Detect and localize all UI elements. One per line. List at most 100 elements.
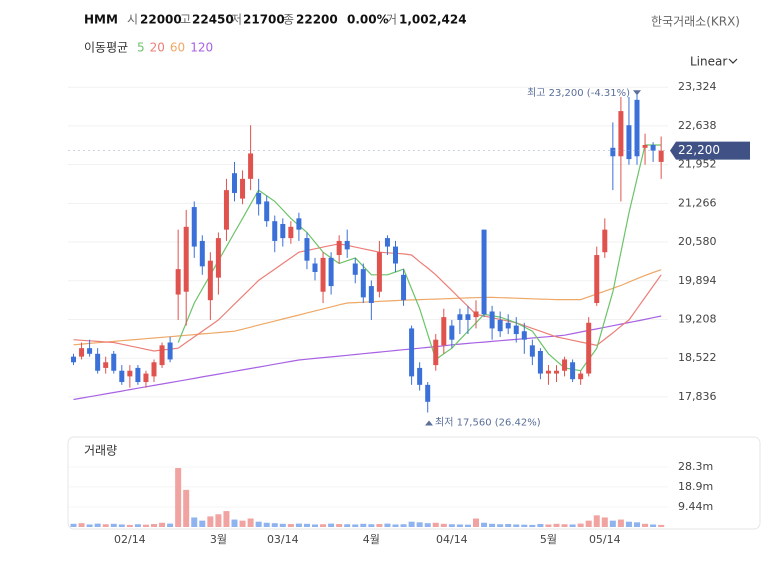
legend-entry: 120 bbox=[190, 41, 213, 55]
candle-body bbox=[441, 317, 447, 346]
legend-entry: 5 bbox=[137, 41, 145, 55]
ma-title: 이동평균 bbox=[84, 41, 128, 55]
volume-bar bbox=[424, 523, 431, 527]
volume-bar bbox=[78, 523, 85, 527]
legend-entry: 60 bbox=[170, 41, 185, 55]
candle-body bbox=[344, 240, 350, 250]
volume-tick-label: 18.9m bbox=[678, 480, 713, 493]
candle-body bbox=[465, 314, 471, 320]
candle-body bbox=[554, 370, 559, 374]
candle-body bbox=[521, 331, 527, 340]
volume-bar bbox=[400, 524, 407, 527]
volume-bar bbox=[223, 511, 230, 527]
volume-bar bbox=[609, 520, 616, 527]
volume-bar bbox=[376, 524, 383, 527]
high-label: 고 bbox=[180, 13, 191, 27]
volume-bar bbox=[263, 522, 270, 527]
volume-label: 거 bbox=[386, 13, 397, 27]
volume-bar bbox=[352, 524, 359, 527]
volume-bar bbox=[142, 524, 149, 527]
x-tick-label: 02/14 bbox=[114, 533, 146, 546]
low-annotation: 최저 17,560 (26.42%) bbox=[435, 417, 541, 429]
volume-bar bbox=[513, 524, 520, 527]
volume-bar bbox=[303, 523, 310, 527]
volume-bar bbox=[440, 523, 447, 527]
volume-bar bbox=[625, 521, 632, 527]
volume-tick-label: 9.44m bbox=[678, 500, 713, 513]
volume-bar bbox=[94, 523, 101, 527]
volume-bar bbox=[448, 524, 455, 527]
volume-bar bbox=[456, 524, 463, 527]
candle-body bbox=[256, 192, 262, 205]
candle-body bbox=[610, 147, 616, 157]
current-price-tag bbox=[670, 141, 750, 160]
volume-bar bbox=[126, 524, 133, 527]
volume-bar bbox=[70, 523, 77, 527]
candle-body bbox=[264, 201, 270, 222]
candle-body bbox=[570, 362, 576, 380]
volume-bar bbox=[553, 523, 560, 527]
volume-panel bbox=[67, 436, 761, 530]
volume-bar bbox=[175, 468, 182, 527]
volume-bar bbox=[368, 524, 375, 527]
candle-body bbox=[401, 274, 407, 301]
low-marker bbox=[425, 420, 433, 426]
candle-body bbox=[304, 238, 310, 261]
candle-body bbox=[111, 353, 117, 371]
candle-body bbox=[87, 348, 93, 354]
volume-bar bbox=[593, 515, 600, 527]
candle-body bbox=[529, 345, 535, 357]
volume-bar bbox=[110, 523, 117, 527]
volume-bar bbox=[279, 523, 286, 527]
volume-bar bbox=[86, 524, 93, 527]
candle-body bbox=[336, 240, 342, 256]
candle-body bbox=[328, 257, 334, 287]
volume-bar bbox=[295, 523, 302, 527]
candle-body bbox=[272, 221, 278, 241]
candle-body bbox=[586, 322, 592, 374]
volume-bar bbox=[416, 522, 423, 527]
candle-body bbox=[191, 207, 197, 247]
volume-bar bbox=[505, 524, 512, 527]
candle-body bbox=[95, 353, 101, 371]
moving-average-line bbox=[73, 269, 662, 346]
volume-bar bbox=[159, 522, 166, 527]
candle-body bbox=[384, 238, 390, 247]
candle-body bbox=[376, 252, 382, 292]
volume-tick-label: 28.3m bbox=[678, 460, 713, 473]
volume-bar bbox=[408, 521, 415, 527]
volume-bar bbox=[167, 523, 174, 527]
open-value: 22000 bbox=[140, 13, 182, 27]
candle-body bbox=[393, 246, 398, 264]
candle-body bbox=[602, 229, 608, 253]
volume-bar bbox=[577, 523, 584, 527]
volume-bar bbox=[384, 523, 391, 527]
y-tick-label: 17,836 bbox=[678, 390, 717, 403]
volume-bar bbox=[183, 489, 190, 527]
candle-body bbox=[320, 257, 326, 292]
candle-body bbox=[457, 314, 463, 320]
candle-body bbox=[207, 260, 213, 301]
change: 0.00% bbox=[347, 13, 389, 27]
candle-body bbox=[642, 144, 648, 148]
candle-body bbox=[288, 226, 294, 239]
candle-body bbox=[119, 370, 125, 383]
volume-bar bbox=[255, 521, 262, 527]
candle-body bbox=[352, 263, 358, 275]
volume-bar bbox=[312, 524, 318, 527]
dropdown-chevron[interactable] bbox=[728, 58, 738, 64]
volume-bar bbox=[569, 524, 576, 527]
scale-mode[interactable]: Linear bbox=[690, 55, 727, 69]
volume-bar bbox=[545, 524, 552, 527]
candle-body bbox=[368, 286, 374, 304]
candle-body bbox=[489, 311, 495, 329]
candle-body bbox=[537, 350, 543, 374]
volume-bar bbox=[231, 519, 238, 527]
volume-bar bbox=[529, 524, 536, 527]
volume-bar bbox=[601, 517, 608, 527]
volume-bar bbox=[585, 520, 592, 527]
symbol: HMM bbox=[84, 13, 118, 27]
low-value: 21700 bbox=[243, 13, 285, 27]
